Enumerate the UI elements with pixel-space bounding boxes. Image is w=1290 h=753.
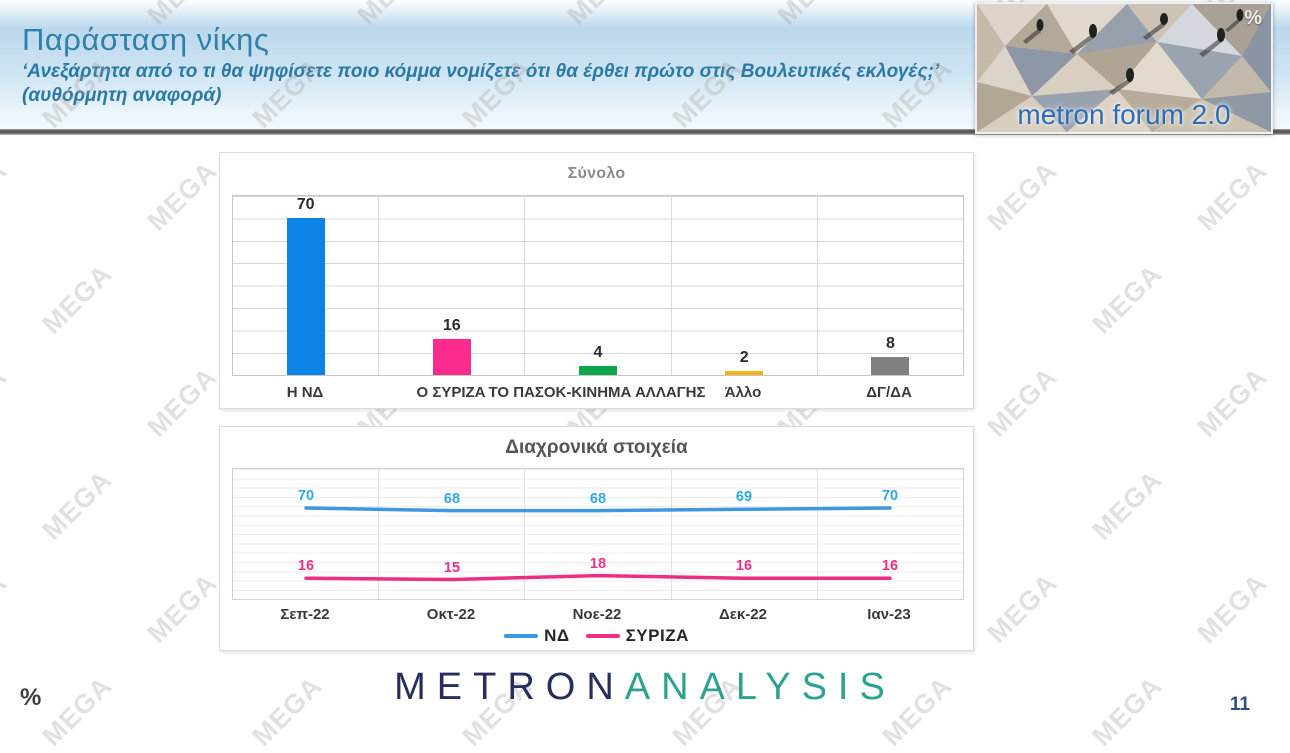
legend-dash-nd (504, 634, 539, 638)
x-axis-label: Οκτ-22 (426, 606, 476, 623)
category-label: Ο ΣΥΡΙΖΑ (416, 384, 486, 401)
percent-symbol-logo: % (1244, 7, 1262, 29)
metron-forum-logo: % metron forum 2.0 (975, 2, 1273, 134)
nd-line (304, 506, 892, 513)
page-title: Παράσταση νίκης (22, 22, 270, 57)
point-value-label: 68 (589, 490, 607, 507)
footer-logo-part: ANALYSIS (624, 666, 896, 708)
footer-logo-part: METRON (394, 666, 625, 708)
category-label: ΤΟ ΠΑΣΟΚ-ΚΙΝΗΜΑ ΑΛΛΑΓΗΣ (488, 384, 706, 401)
legend-item-nd: ΝΔ (504, 626, 570, 646)
percent-symbol-footer: % (20, 684, 42, 711)
point-value-label: 70 (881, 488, 899, 504)
x-axis-label: Σεπ-22 (280, 606, 330, 623)
point-value-label: 15 (443, 559, 461, 576)
point-value-label: 18 (589, 555, 607, 572)
vertical-gridlines (233, 469, 963, 599)
line-chart-plot: 70 68 68 69 70 16 15 18 16 16 (232, 468, 964, 600)
bar-nd (286, 218, 325, 375)
page-number: 11 (1229, 694, 1250, 715)
x-axis-label: Ιαν-23 (867, 606, 911, 623)
bar-chart-categories: Η ΝΔ Ο ΣΥΡΙΖΑ ΤΟ ΠΑΣΟΚ-ΚΙΝΗΜΑ ΑΛΛΑΓΗΣ Άλ… (232, 381, 962, 405)
header-divider (0, 129, 1290, 135)
line-chart-panel: Διαχρονικά στοιχεία 70 68 68 69 70 16 15… (219, 426, 974, 651)
point-value-label: 16 (735, 558, 753, 575)
bar-column: 4 (525, 196, 672, 375)
bar-chart-panel: Σύνολο 70 16 4 2 8 Η ΝΔ Ο ΣΥΡΙΖΑ ΤΟ ΠΑΣΟ… (219, 152, 974, 409)
line-series-svg (304, 506, 892, 582)
bar-column: 70 (233, 196, 380, 375)
bar-column: 2 (672, 196, 818, 375)
category-label: Άλλο (724, 384, 762, 401)
point-value-label: 70 (297, 488, 315, 504)
bar-other (725, 370, 764, 375)
syriza-line (304, 573, 892, 582)
bar-dkda (871, 357, 910, 375)
bar-value-label: 2 (739, 348, 749, 366)
page-subtitle: ‘Ανεξάρτητα από το τι θα ψηφίσετε ποιο κ… (22, 61, 939, 106)
metron-analysis-logo: METRONANALYSIS (0, 666, 1290, 709)
bar-value-label: 70 (296, 196, 315, 214)
bar-column: 16 (379, 196, 526, 375)
legend-label-syriza: ΣΥΡΙΖΑ (625, 626, 689, 645)
point-value-label: 16 (881, 558, 899, 575)
bar-value-label: 8 (885, 335, 895, 353)
legend-item-syriza: ΣΥΡΙΖΑ (585, 626, 689, 646)
bar-chart-title: Σύνολο (567, 165, 626, 182)
category-label: Η ΝΔ (286, 384, 324, 401)
mosaic-pavement-photo (977, 4, 1271, 132)
legend-label-nd: ΝΔ (544, 626, 570, 645)
point-value-label: 68 (443, 490, 461, 507)
metron-forum-logo-text: metron forum 2.0 (1017, 99, 1231, 130)
bar-pasok (579, 366, 617, 375)
legend-dash-syriza (585, 634, 620, 638)
bar-syriza (432, 339, 471, 375)
line-chart-title: Διαχρονικά στοιχεία (505, 437, 688, 458)
x-axis-labels: Σεπ-22 Οκτ-22 Νοε-22 Δεκ-22 Ιαν-23 (232, 604, 962, 626)
point-value-label: 69 (735, 489, 753, 506)
bar-value-label: 16 (442, 317, 461, 335)
x-axis-label: Δεκ-22 (719, 606, 767, 623)
x-axis-label: Νοε-22 (572, 606, 622, 623)
point-value-label: 16 (297, 558, 315, 575)
legend: ΝΔ ΣΥΡΙΖΑ (220, 624, 973, 648)
category-label: ΔΓ/ΔΑ (866, 384, 912, 401)
bar-value-label: 4 (593, 344, 603, 362)
bar-column: 8 (818, 196, 963, 375)
bar-chart-plot: 70 16 4 2 8 (232, 195, 964, 376)
